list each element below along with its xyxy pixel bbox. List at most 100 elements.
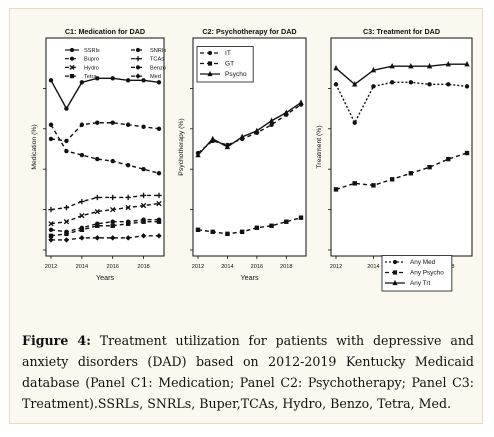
panel-2-legend-gt-label: GT: [225, 61, 234, 68]
panel-1-series-ssris-point: [79, 80, 85, 85]
panel-1-series-bupro-point-shape: [110, 120, 115, 125]
panel-3-series-any-med-point-shape: [446, 82, 451, 87]
panel-1-series-med-point: [48, 237, 54, 243]
panel-1-series-benzo-point: [110, 219, 115, 224]
panel-1-legend-med-label: Med: [150, 74, 161, 80]
panel-1-series-snris-point: [156, 171, 162, 176]
panel-1-series-med-point: [125, 235, 131, 241]
panel-3-series-any-psycho-point: [389, 177, 395, 182]
panel-1-series-tetra-point: [79, 227, 85, 232]
panel-1-series-ssris-point: [95, 76, 100, 81]
panel-2-series-psycho-point: [283, 109, 289, 115]
panel-3-series-any-med-point-shape: [427, 82, 432, 87]
panel-2-series-gt-point: [284, 219, 289, 224]
panel-1-series-tcas-point: [48, 206, 54, 213]
panel-1-series-snris-point: [141, 167, 146, 172]
panel-3-legend-any-trt-label: Any Trt: [410, 280, 430, 287]
panel-2-series-psycho-point: [224, 143, 231, 150]
panel-2-legend-psycho-marker-shape: [207, 70, 213, 77]
panel-1-legend-hydro-label: Hydro: [84, 65, 99, 71]
caption-text: Treatment utilization for patients with …: [22, 333, 474, 411]
panel-2-series-gt-point-shape: [284, 219, 289, 224]
panel-1-legend-tcas-marker: [135, 56, 141, 62]
panel-3-series-any-med-line: [335, 81, 468, 125]
panel-3-series-any-med-point: [408, 80, 414, 85]
panel-1-series-tetra-point-shape: [95, 223, 100, 228]
panel-1-series-tcas-point: [125, 194, 131, 201]
panel-1-series-tcas-point-shape: [125, 194, 131, 201]
panel-2-xlabel: Years: [240, 273, 259, 282]
panel-2-legend-it-label: IT: [225, 50, 231, 57]
panel-3-series-any-trt-point-shape: [464, 60, 470, 67]
panel-2-series-gt-point-shape: [195, 227, 201, 232]
panel-2-series-gt-point-shape: [239, 229, 245, 235]
panel-3-series-any-med-point-shape: [408, 80, 414, 85]
panel-1-series-tcas-point-shape: [110, 194, 116, 201]
panel-1-series-tetra-point-shape: [64, 231, 69, 237]
panel-1-series-med-point: [79, 235, 85, 241]
panel-1-legend-tetra-marker: [69, 74, 75, 79]
panel-1-series-med-point-shape: [125, 235, 131, 241]
panel-3-series-any-psycho-point: [371, 183, 376, 188]
panel-2-series-gt-point-shape: [269, 223, 274, 228]
panel-1-series-tetra-point-shape: [156, 219, 162, 224]
panel-2-legend-gt-marker: [207, 61, 213, 66]
panel-1-series-hydro-point-shape: [63, 219, 70, 225]
panel-3-series-any-trt-line: [335, 63, 467, 86]
panel-1-x-tick-label: 2012: [45, 264, 57, 270]
panel-3-legend-any-med-marker: [392, 259, 398, 265]
panel-1-series-ssris-point-shape: [64, 106, 69, 111]
panel-1-series-bupro-point-shape: [48, 136, 54, 142]
panel-1-series-hydro-point: [48, 221, 54, 227]
panel-3-legend-any-trt-marker-shape: [392, 279, 398, 286]
panel-3-series-any-psycho-point-shape: [333, 187, 339, 192]
panel-3-legend-any-trt-marker: [392, 279, 398, 286]
panel-3-series-any-psycho-point: [427, 164, 432, 170]
panel-2-legend-gt-marker-shape: [207, 61, 213, 66]
panel-1-series-bupro-point: [110, 120, 115, 125]
panel-1-series-tcas-point: [63, 204, 70, 211]
panel-1-series-hydro-point: [94, 208, 100, 215]
panel-1-legend-benzo-label: Benzo: [150, 65, 166, 71]
panel-2-x-tick-label: 2012: [192, 264, 204, 270]
panel-1-series-hydro-point-shape: [110, 206, 116, 213]
panel-1-series-bupro-point: [125, 122, 131, 127]
panel-1-series-tetra-point: [141, 219, 146, 224]
panel-1-legend-hydro-marker: [69, 64, 75, 70]
panel-2-series-psycho-point-shape: [210, 135, 216, 142]
panel-1-series-ssris-point-shape: [48, 78, 54, 83]
panel-1-series-hydro-point: [156, 200, 162, 207]
panel-1-series-tcas-point-shape: [79, 198, 85, 205]
panel-1-series-hydro-point-shape: [94, 208, 100, 215]
panel-1-series-ssris-point-shape: [125, 78, 131, 83]
panel-1-series-tetra-point-shape: [48, 233, 54, 239]
panel-2-series-gt-point: [225, 231, 230, 237]
panel-1-title: C1: Medication for DAD: [65, 27, 145, 36]
panel-1-series-ssris-point: [125, 78, 131, 83]
panel-1-series-hydro-point: [125, 204, 131, 211]
panel-1-series-snris-point: [125, 162, 131, 168]
panel-1-series-bupro-point: [79, 122, 85, 127]
panel-1-series-hydro-point: [140, 202, 147, 209]
panel-3-series-any-trt-point-shape: [333, 65, 339, 71]
panel-3-legend-any-psycho-marker-shape: [392, 270, 398, 275]
panel-3-series-any-trt-point-shape: [370, 67, 377, 73]
panel-1-series-hydro-point-shape: [156, 200, 162, 207]
panel-2-legend-psycho-marker: [207, 70, 213, 77]
panel-2-series-gt-point: [210, 229, 215, 235]
panel-3-series-any-psycho-point-shape: [371, 183, 376, 188]
panel-1-series-tetra-point: [48, 233, 54, 239]
panel-3-series-any-med-point: [464, 84, 470, 89]
panel-3-series-any-med-point: [371, 84, 376, 89]
panel-1-series-bupro-point: [141, 124, 146, 129]
panel-2-x-tick-label: 2016: [251, 264, 263, 270]
panel-1-series-hydro-point-shape: [79, 213, 85, 219]
panel-2-series-gt-point-shape: [210, 229, 215, 235]
panel-1-series-tetra-point-shape: [125, 221, 131, 226]
panel-1-series-med-point-shape: [48, 237, 54, 243]
panel-1-series-bupro-point: [95, 120, 100, 125]
panel-1-series-tcas-point: [79, 198, 85, 205]
panel-2-series-it-point: [269, 122, 274, 127]
panel-3-series-any-psycho-point-shape: [464, 150, 470, 156]
panel-3-series-any-psycho-point-shape: [446, 156, 451, 162]
